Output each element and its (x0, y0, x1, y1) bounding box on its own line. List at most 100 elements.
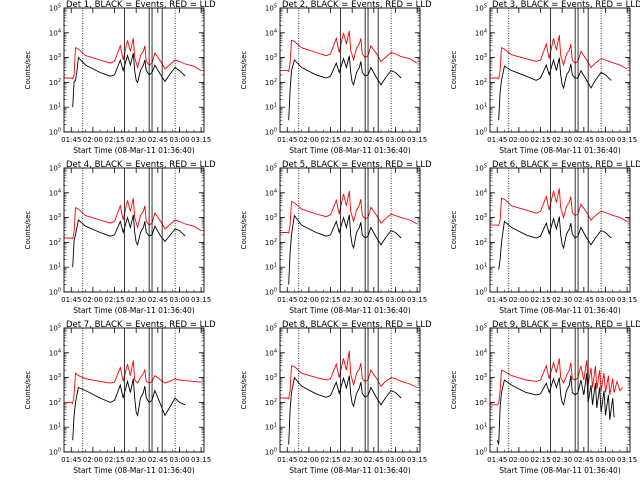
y-tick-label: 105 (475, 324, 487, 333)
y-tick-label: 105 (49, 324, 61, 333)
detector-panel: Det 4, BLACK = Events, RED = LLD Counts/s… (24, 160, 216, 315)
detector-panel: Det 6, BLACK = Events, RED = LLD Counts/s… (450, 160, 640, 315)
y-tick-label: 105 (49, 4, 61, 13)
y-tick-label: 105 (475, 164, 487, 173)
panel-title: Det 4, BLACK = Events, RED = LLD (66, 160, 216, 170)
y-tick-label: 100 (49, 128, 61, 137)
y-tick-label: 102 (475, 78, 487, 87)
series-line (498, 57, 612, 121)
x-tick-label: 02:45 (574, 296, 594, 304)
x-tick-label: 02:00 (83, 136, 103, 144)
y-tick-label: 101 (265, 103, 277, 112)
y-axis-label: Counts/sec (450, 51, 458, 90)
x-tick-label: 02:00 (83, 296, 103, 304)
x-tick-label: 02:15 (104, 136, 124, 144)
series-group (280, 30, 418, 121)
x-tick-label: 02:30 (342, 456, 362, 464)
x-tick-label: 01:45 (487, 296, 507, 304)
x-tick-label: 03:00 (385, 136, 405, 144)
x-tick-label: 02:30 (342, 296, 362, 304)
x-tick-label: 02:00 (299, 136, 319, 144)
y-tick-label: 103 (49, 373, 61, 382)
plot-frame (279, 327, 421, 453)
y-tick-label: 104 (265, 348, 277, 357)
series-line (288, 214, 402, 285)
x-tick-label: 02:15 (320, 456, 340, 464)
x-tick-label: 03:00 (595, 296, 615, 304)
y-tick-label: 103 (265, 373, 277, 382)
detector-panel: Det 3, BLACK = Events, RED = LLD Counts/s… (450, 0, 640, 155)
y-tick-label: 101 (475, 423, 487, 432)
detector-panel: Det 1, BLACK = Events, RED = LLD Counts/s… (24, 0, 216, 155)
plot-frame (279, 167, 421, 293)
x-tick-label: 01:45 (277, 136, 297, 144)
y-tick-label: 103 (475, 53, 487, 62)
x-tick-label: 02:00 (83, 456, 103, 464)
series-line (490, 35, 628, 80)
y-tick-label: 104 (475, 188, 487, 197)
y-tick-label: 101 (49, 423, 61, 432)
x-tick-label: 03:15 (407, 456, 427, 464)
x-tick-label: 02:15 (530, 136, 550, 144)
x-tick-label: 03:15 (617, 136, 637, 144)
x-tick-label: 03:15 (407, 296, 427, 304)
series-group (64, 198, 202, 268)
x-tick-label: 03:00 (169, 296, 189, 304)
y-tick-label: 102 (49, 78, 61, 87)
y-axis-label: Counts/sec (24, 211, 32, 250)
x-tick-label: 02:15 (104, 296, 124, 304)
series-line (498, 216, 612, 270)
detector-panel: Det 2, BLACK = Events, RED = LLD Counts/s… (240, 0, 432, 155)
x-tick-label: 01:45 (61, 296, 81, 304)
y-tick-label: 100 (475, 128, 487, 137)
series-line (72, 214, 186, 268)
x-tick-label: 02:30 (552, 296, 572, 304)
x-tick-label: 02:30 (342, 136, 362, 144)
panel-title: Det 3, BLACK = Events, RED = LLD (492, 0, 640, 10)
y-tick-label: 103 (49, 213, 61, 222)
y-tick-label: 103 (475, 213, 487, 222)
series-group (64, 360, 202, 441)
y-tick-label: 104 (475, 348, 487, 357)
y-tick-label: 101 (265, 263, 277, 272)
x-tick-label: 02:30 (552, 136, 572, 144)
plot-frame (489, 167, 631, 293)
series-line (280, 190, 418, 234)
series-line (280, 350, 418, 400)
x-tick-label: 02:30 (126, 136, 146, 144)
x-tick-label: 03:00 (385, 296, 405, 304)
y-tick-label: 104 (49, 348, 61, 357)
x-axis-label: Start Time (08-Mar-11 01:36:40) (73, 146, 195, 155)
x-tick-label: 02:00 (299, 456, 319, 464)
plot-frame (279, 7, 421, 133)
x-tick-label: 02:45 (148, 296, 168, 304)
x-tick-label: 02:45 (148, 136, 168, 144)
x-tick-label: 02:15 (104, 456, 124, 464)
series-group (280, 190, 418, 285)
y-tick-label: 105 (49, 164, 61, 173)
y-tick-label: 102 (265, 398, 277, 407)
detector-panel: Det 9, BLACK = Events, RED = LLD Counts/s… (450, 320, 640, 475)
x-axis-label: Start Time (08-Mar-11 01:36:40) (289, 306, 411, 315)
x-tick-label: 02:30 (126, 296, 146, 304)
series-group (490, 35, 628, 121)
x-axis-label: Start Time (08-Mar-11 01:36:40) (499, 146, 621, 155)
x-tick-label: 01:45 (277, 456, 297, 464)
y-tick-label: 104 (475, 28, 487, 37)
panel-title: Det 6, BLACK = Events, RED = LLD (492, 160, 640, 170)
y-tick-label: 102 (475, 238, 487, 247)
x-axis-label: Start Time (08-Mar-11 01:36:40) (499, 306, 621, 315)
y-tick-label: 101 (49, 263, 61, 272)
x-tick-label: 02:15 (530, 296, 550, 304)
y-tick-label: 100 (475, 288, 487, 297)
y-tick-label: 100 (475, 448, 487, 457)
y-tick-label: 103 (475, 373, 487, 382)
x-tick-label: 03:15 (617, 296, 637, 304)
series-line (72, 378, 186, 441)
y-tick-label: 103 (265, 213, 277, 222)
x-tick-label: 03:15 (191, 136, 211, 144)
series-line (288, 375, 402, 445)
x-axis-label: Start Time (08-Mar-11 01:36:40) (73, 466, 195, 475)
y-tick-label: 105 (265, 164, 277, 173)
x-tick-label: 02:15 (320, 296, 340, 304)
